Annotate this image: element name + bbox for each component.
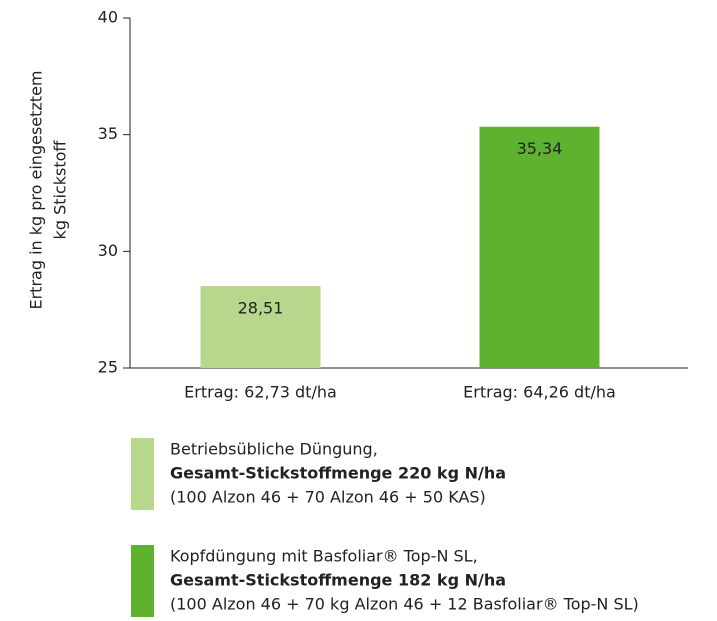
legend-total: Gesamt-Stickstoffmenge 182 kg N/ha xyxy=(170,571,506,590)
legend-name: Betriebsübliche Düngung, xyxy=(170,440,378,459)
y-axis-label-line: Ertrag in kg pro eingesetztem xyxy=(27,70,46,309)
y-axis-label-line: kg Stickstoff xyxy=(51,140,70,240)
bar xyxy=(479,126,600,368)
y-tick-label: 35 xyxy=(98,124,118,143)
legend-total: Gesamt-Stickstoffmenge 220 kg N/ha xyxy=(170,464,506,483)
legend-composition: (100 Alzon 46 + 70 Alzon 46 + 50 KAS) xyxy=(170,488,486,507)
y-tick-label: 30 xyxy=(98,241,118,260)
bar xyxy=(200,286,321,368)
x-tick-label: Ertrag: 64,26 dt/ha xyxy=(463,383,616,402)
legend-name: Kopfdüngung mit Basfoliar® Top-N SL, xyxy=(170,547,478,566)
legend-swatch xyxy=(131,438,154,510)
legend-composition: (100 Alzon 46 + 70 kg Alzon 46 + 12 Basf… xyxy=(170,595,639,614)
value-label: 28,51 xyxy=(238,299,284,318)
y-tick-label: 25 xyxy=(98,358,118,377)
x-tick-label: Ertrag: 62,73 dt/ha xyxy=(184,383,337,402)
legend-swatch xyxy=(131,545,154,617)
value-label: 35,34 xyxy=(517,139,563,158)
y-tick-label: 40 xyxy=(98,8,118,27)
y-axis-label: Ertrag in kg pro eingesetztem kg Sticksto… xyxy=(27,70,70,309)
